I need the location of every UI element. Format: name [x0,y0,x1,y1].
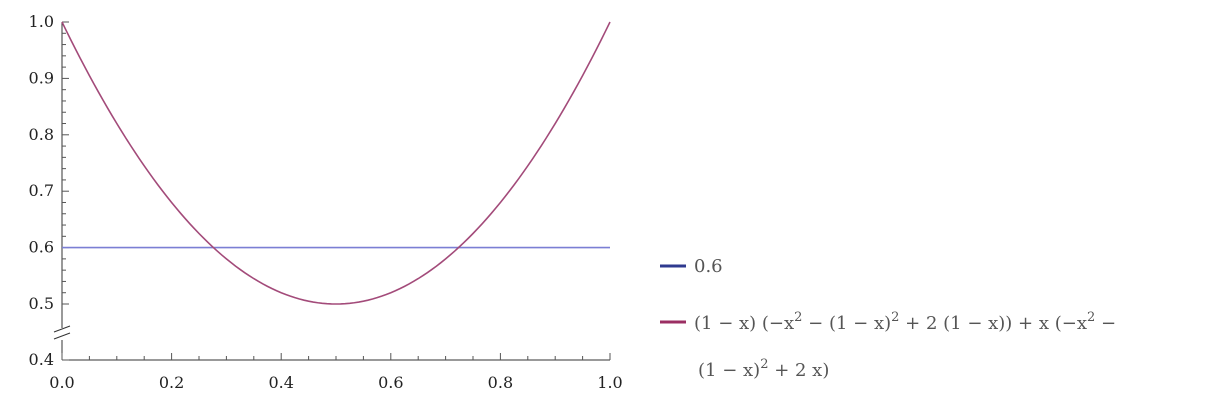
y-tick-label: 0.8 [29,125,54,144]
legend: 0.6 (1 − x) (−x2 − (1 − x)2 + 2 (1 − x))… [660,256,1116,381]
y-tick-label: 0.6 [29,238,54,257]
x-tick-label: 0.0 [49,373,74,392]
legend-label-0.6: 0.6 [694,256,723,277]
series-line-expression [61,21,611,305]
y-tick-label: 0.5 [29,294,54,313]
series-lines [61,21,611,305]
y-axis-break-mark [53,332,71,340]
legend-label-expression-line2: (1 − x)2 + 2 x) [698,357,829,381]
y-tick-label: 0.7 [29,181,54,200]
tick-labels: 0.0 0.2 0.4 0.6 0.8 1.0 0.4 0.5 0.6 0.7 0.8 0.9 1.0 [29,12,623,392]
y-tick-label: 1.0 [29,12,54,31]
y-tick-label: 0.4 [29,350,54,369]
x-tick-label: 1.0 [597,373,622,392]
ticks [61,21,611,361]
x-tick-label: 0.2 [159,373,184,392]
x-tick-label: 0.8 [488,373,513,392]
x-tick-label: 0.6 [378,373,403,392]
legend-label-expression-line1: (1 − x) (−x2 − (1 − x)2 + 2 (1 − x)) + x… [694,310,1116,334]
y-tick-label: 0.9 [29,68,54,87]
axes [53,22,610,361]
x-tick-label: 0.4 [268,373,293,392]
y-axis-break-mark [53,325,71,333]
